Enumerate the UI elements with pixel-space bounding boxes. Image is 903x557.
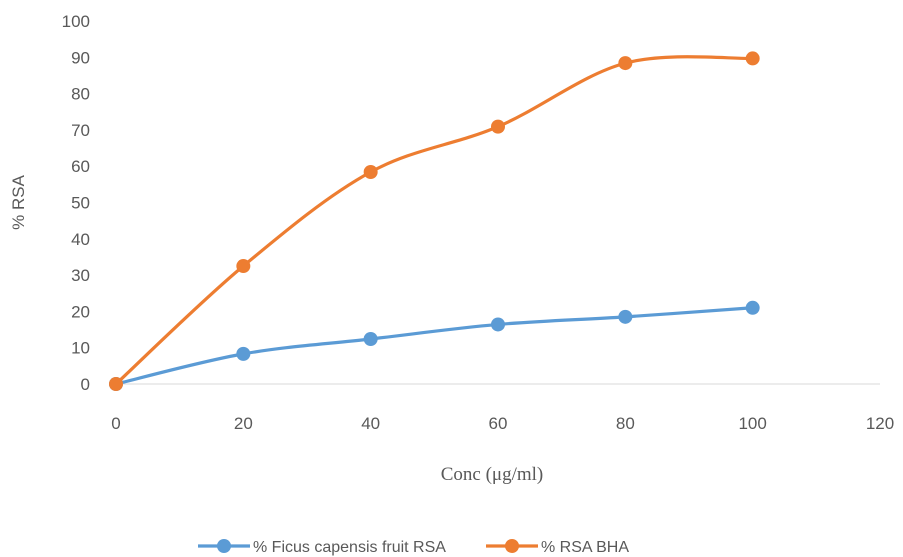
y-tick-label: 20 [71,302,90,321]
data-point [745,300,760,315]
series-2 [109,51,760,391]
legend-label: % RSA BHA [541,539,629,556]
y-tick-label: 0 [81,375,90,394]
legend-marker [217,539,231,553]
y-tick-label: 100 [62,12,90,31]
data-point [618,309,633,324]
data-point [236,346,251,361]
y-tick-label: 30 [71,266,90,285]
y-tick-label: 90 [71,48,90,67]
y-tick-label: 10 [71,339,90,358]
legend-marker [505,539,519,553]
series-1 [109,300,760,391]
legend-label: % Ficus capensis fruit RSA [253,539,446,556]
x-axis-title: Conc (μg/ml) [441,464,544,485]
series-layer [109,51,760,391]
data-point [363,165,378,180]
x-tick-label: 60 [489,414,508,433]
x-tick-label: 100 [738,414,766,433]
y-tick-label: 60 [71,157,90,176]
y-tick-label: 50 [71,194,90,213]
legend-item: % RSA BHA [486,539,629,556]
y-tick-label: 70 [71,121,90,140]
x-tick-labels: 0 20 40 60 80 100 120 [111,414,894,433]
x-tick-label: 120 [866,414,894,433]
x-tick-label: 80 [616,414,635,433]
y-axis-title: % RSA [9,174,28,229]
x-tick-label: 40 [361,414,380,433]
data-point [618,56,633,71]
x-tick-label: 0 [111,414,120,433]
data-point [109,377,123,391]
y-tick-label: 40 [71,230,90,249]
legend: % Ficus capensis fruit RSA % RSA BHA [198,539,629,556]
data-point [745,51,760,66]
data-point [491,119,505,134]
legend-item: % Ficus capensis fruit RSA [198,539,446,556]
data-point [491,317,505,332]
data-point [363,331,378,346]
series-line [114,55,755,386]
y-tick-label: 80 [71,85,90,104]
data-point [236,259,251,274]
series-line [114,306,755,386]
x-tick-label: 20 [234,414,253,433]
y-tick-labels: 0 10 20 30 40 50 60 70 80 90 100 [62,12,90,394]
